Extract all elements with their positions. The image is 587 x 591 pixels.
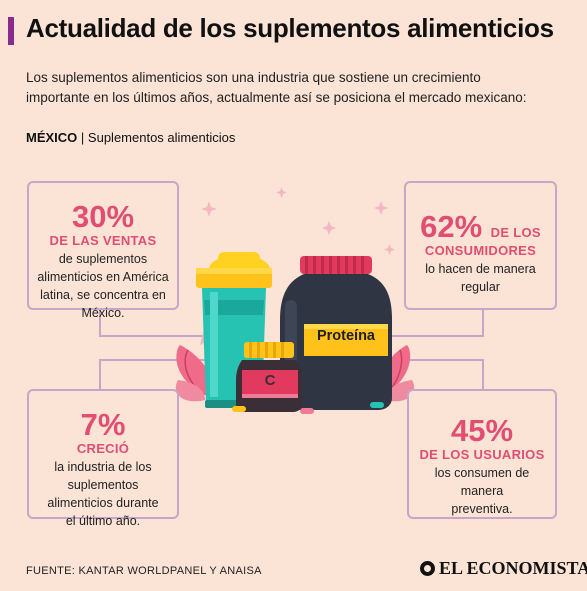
stat-value: 45%	[450, 413, 514, 448]
source-note: FUENTE: KANTAR WORLDPANEL Y ANAISA	[26, 565, 262, 577]
subtitle-country: MÉXICO	[26, 130, 78, 145]
stat-highlight: DE LOS USUARIOS	[419, 447, 545, 462]
stat-value: 7%	[80, 407, 126, 442]
stat-card-sales: 30% DE LAS VENTAS de suplementos aliment…	[27, 181, 179, 320]
subtitle-topic: Suplementos alimenticios	[87, 130, 236, 145]
stat-value: 62%	[420, 209, 483, 244]
stat-value-row: 62% DE LOS	[406, 211, 555, 243]
stat-description: lo hacen de manera regular	[425, 262, 536, 294]
vitamin-c-jar-icon	[236, 342, 302, 412]
connector-top-right	[385, 310, 484, 337]
stat-description: de suplementos alimenticios en América l…	[37, 252, 169, 320]
subtitle: MÉXICO | Suplementos alimenticios	[26, 130, 235, 145]
title-accent-bar	[8, 17, 14, 45]
connector-lines	[99, 310, 484, 389]
protein-label: Proteína	[316, 328, 375, 344]
brand-logo-icon	[420, 561, 435, 576]
stat-highlight: DE LAS VENTAS	[49, 233, 157, 248]
stat-card-consumers: 62% DE LOS CONSUMIDORES lo hacen de mane…	[404, 181, 557, 310]
stat-value: 30%	[71, 199, 135, 234]
intro-text: Los suplementos alimenticios son una ind…	[26, 70, 527, 105]
stat-description: la industria de los suplementos alimenti…	[47, 460, 159, 528]
brand-logo: EL ECONOMISTA	[420, 558, 587, 579]
stat-highlight: CONSUMIDORES	[424, 243, 537, 258]
stat-card-users: 45% DE LOS USUARIOS los consumen de mane…	[407, 389, 557, 519]
connector-top-left	[99, 310, 205, 337]
sparkle-icon	[201, 187, 395, 255]
stat-highlight-inline: DE LOS	[490, 225, 541, 240]
brand-name: EL ECONOMISTA	[439, 558, 587, 578]
stat-card-growth: 7% CRECIÓ la industria de los suplemento…	[27, 389, 179, 528]
connector-bottom-left	[99, 359, 205, 389]
subtitle-separator: |	[80, 130, 88, 145]
connector-bottom-right	[410, 359, 484, 389]
stat-description: los consumen de manera preventiva.	[434, 466, 530, 516]
page-title: Actualidad de los suplementos alimentici…	[26, 13, 554, 43]
pill-icon	[232, 402, 384, 414]
vitamin-c-label: C	[264, 372, 276, 389]
stat-highlight: CRECIÓ	[76, 441, 130, 456]
